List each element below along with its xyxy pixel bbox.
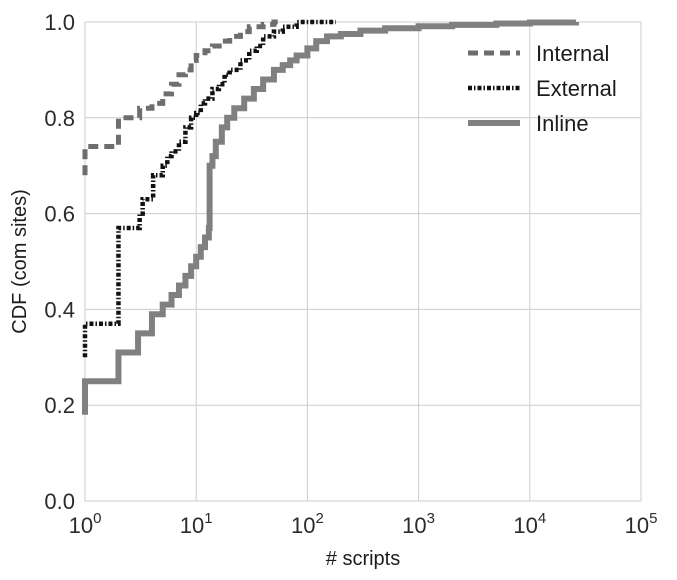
x-tick-exponent: 3 (427, 510, 435, 527)
series-line-internal (82, 19, 283, 176)
y-tick-label: 0.8 (44, 106, 75, 131)
x-tick-exponent: 1 (204, 510, 212, 527)
series-layer (82, 19, 579, 415)
x-tick-base: 10 (291, 513, 315, 538)
legend-label-external: External (536, 76, 617, 101)
x-tick-label: 105 (625, 510, 658, 538)
y-tick-label: 0.4 (44, 297, 75, 322)
y-axis-label: CDF (com sites) (9, 189, 31, 333)
legend: Internal External Inline (468, 41, 617, 136)
x-tick-label: 101 (180, 510, 213, 538)
grid-layer (84, 21, 642, 502)
x-tick-exponent: 4 (538, 510, 546, 527)
series-line-inline (82, 19, 579, 415)
x-tick-base: 10 (69, 513, 93, 538)
x-tick-label: 102 (291, 510, 324, 538)
x-tick-exponent: 5 (649, 510, 657, 527)
legend-label-internal: Internal (536, 41, 609, 66)
series-line-external (82, 19, 336, 358)
x-tick-label: 103 (402, 510, 435, 538)
x-tick-base: 10 (513, 513, 537, 538)
x-tick-exponent: 2 (315, 510, 323, 527)
y-tick-label: 1.0 (44, 10, 75, 35)
plot-frame (84, 21, 642, 502)
x-tick-exponent: 0 (93, 510, 101, 527)
y-tick-label: 0.2 (44, 393, 75, 418)
x-tick-label: 100 (69, 510, 102, 538)
x-tick-base: 10 (625, 513, 649, 538)
legend-label-inline: Inline (536, 111, 589, 136)
y-tick-label: 0.0 (44, 489, 75, 514)
x-axis-label: # scripts (326, 548, 400, 570)
x-tick-base: 10 (402, 513, 426, 538)
x-tick-label: 104 (513, 510, 546, 538)
x-tick-base: 10 (180, 513, 204, 538)
y-tick-label: 0.6 (44, 202, 75, 227)
